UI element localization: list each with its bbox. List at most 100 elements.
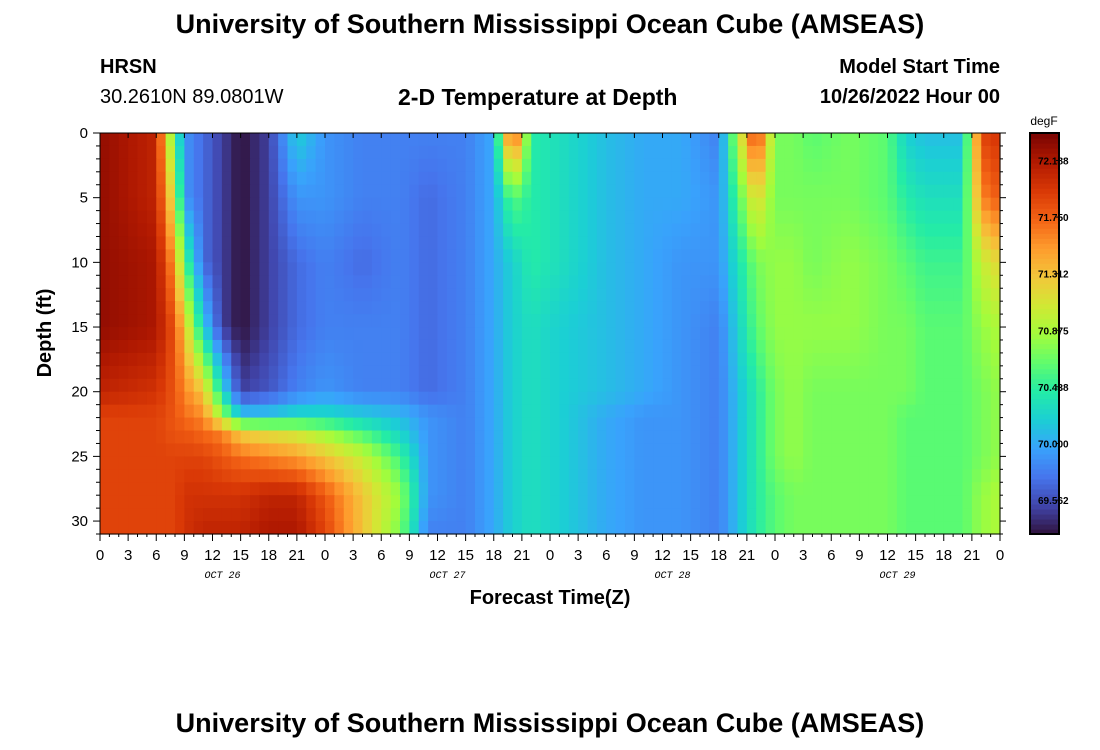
heatmap-cell [100, 508, 110, 522]
heatmap-cell [325, 288, 335, 302]
heatmap-cell [446, 236, 457, 251]
heatmap-cell [587, 365, 598, 380]
heatmap-cell [100, 521, 110, 535]
heatmap-cell [353, 508, 364, 522]
heatmap-cell [343, 327, 354, 341]
heatmap-cell [193, 236, 204, 251]
heatmap-cell [915, 223, 926, 238]
heatmap-cell [278, 210, 289, 225]
heatmap-cell [362, 365, 373, 380]
heatmap-cell [718, 443, 729, 457]
heatmap-cell [437, 262, 448, 276]
heatmap-cell [137, 197, 148, 212]
heatmap-cell [943, 249, 954, 263]
heatmap-cell [221, 417, 232, 432]
heatmap-cell [756, 469, 767, 483]
heatmap-cell [428, 133, 439, 147]
heatmap-cell [868, 171, 879, 186]
heatmap-cell [484, 223, 495, 238]
heatmap-cell [934, 275, 945, 289]
heatmap-cell [775, 430, 785, 445]
heatmap-cell [700, 249, 710, 263]
heatmap-cell [971, 262, 982, 276]
heatmap-cell [446, 482, 457, 496]
heatmap-cell [625, 197, 635, 212]
heatmap-cell [381, 456, 392, 470]
heatmap-cell [512, 184, 523, 199]
heatmap-cell [596, 288, 607, 302]
heatmap-cell [859, 249, 870, 263]
heatmap-cell [587, 236, 598, 251]
heatmap-cell [718, 417, 729, 432]
heatmap-cell [325, 378, 335, 393]
heatmap-cell [503, 495, 514, 509]
heatmap-cell [437, 339, 448, 354]
heatmap-cell [887, 314, 898, 328]
heatmap-cell [550, 365, 560, 380]
heatmap-cell [662, 262, 673, 276]
heatmap-cell [878, 145, 889, 160]
heatmap-cell [953, 417, 964, 432]
heatmap-cell [596, 430, 607, 445]
heatmap-cell [812, 275, 823, 289]
heatmap-cell [990, 391, 1001, 406]
heatmap-cell [906, 508, 917, 522]
heatmap-cell [765, 339, 776, 354]
heatmap-cell [334, 275, 345, 289]
heatmap-cell [765, 158, 776, 173]
heatmap-cell [793, 133, 804, 147]
heatmap-cell [934, 301, 945, 315]
heatmap-cell [484, 171, 495, 186]
heatmap-cell [953, 482, 964, 496]
heatmap-cell [118, 391, 129, 406]
heatmap-cell [165, 133, 176, 147]
heatmap-cell [390, 236, 401, 251]
heatmap-cell [559, 145, 570, 160]
heatmap-cell [840, 391, 851, 406]
heatmap-cell [428, 288, 439, 302]
heatmap-cell [390, 184, 401, 199]
heatmap-cell [250, 352, 260, 367]
heatmap-cell [671, 223, 682, 238]
heatmap-cell [343, 404, 354, 419]
heatmap-cell [456, 430, 467, 445]
heatmap-cell [925, 275, 935, 289]
heatmap-cell [878, 495, 889, 509]
heatmap-cell [634, 210, 645, 225]
heatmap-cell [803, 521, 814, 535]
heatmap-cell [868, 521, 879, 535]
heatmap-cell [268, 417, 279, 432]
heatmap-cell [587, 197, 598, 212]
heatmap-cell [596, 249, 607, 263]
heatmap-cell [943, 236, 954, 251]
heatmap-cell [840, 521, 851, 535]
heatmap-cell [268, 404, 279, 419]
heatmap-cell [184, 314, 195, 328]
heatmap-cell [962, 508, 973, 522]
heatmap-cell [475, 288, 485, 302]
heatmap-cell [137, 184, 148, 199]
heatmap-cell [981, 391, 992, 406]
heatmap-cell [175, 521, 185, 535]
heatmap-cell [296, 314, 307, 328]
heatmap-cell [296, 275, 307, 289]
heatmap-cell [465, 301, 476, 315]
heatmap-cell [221, 223, 232, 238]
heatmap-cell [850, 262, 860, 276]
heatmap-cell [446, 184, 457, 199]
heatmap-cell [934, 404, 945, 419]
heatmap-cell [296, 158, 307, 173]
heatmap-cell [315, 301, 326, 315]
heatmap-cell [512, 365, 523, 380]
heatmap-cell [765, 236, 776, 251]
heatmap-cell [793, 417, 804, 432]
heatmap-cell [859, 404, 870, 419]
heatmap-cell [400, 262, 410, 276]
heatmap-cell [634, 469, 645, 483]
heatmap-cell [934, 158, 945, 173]
heatmap-cell [343, 495, 354, 509]
heatmap-cell [981, 236, 992, 251]
heatmap-cell [625, 495, 635, 509]
heatmap-cell [512, 314, 523, 328]
heatmap-cell [184, 133, 195, 147]
